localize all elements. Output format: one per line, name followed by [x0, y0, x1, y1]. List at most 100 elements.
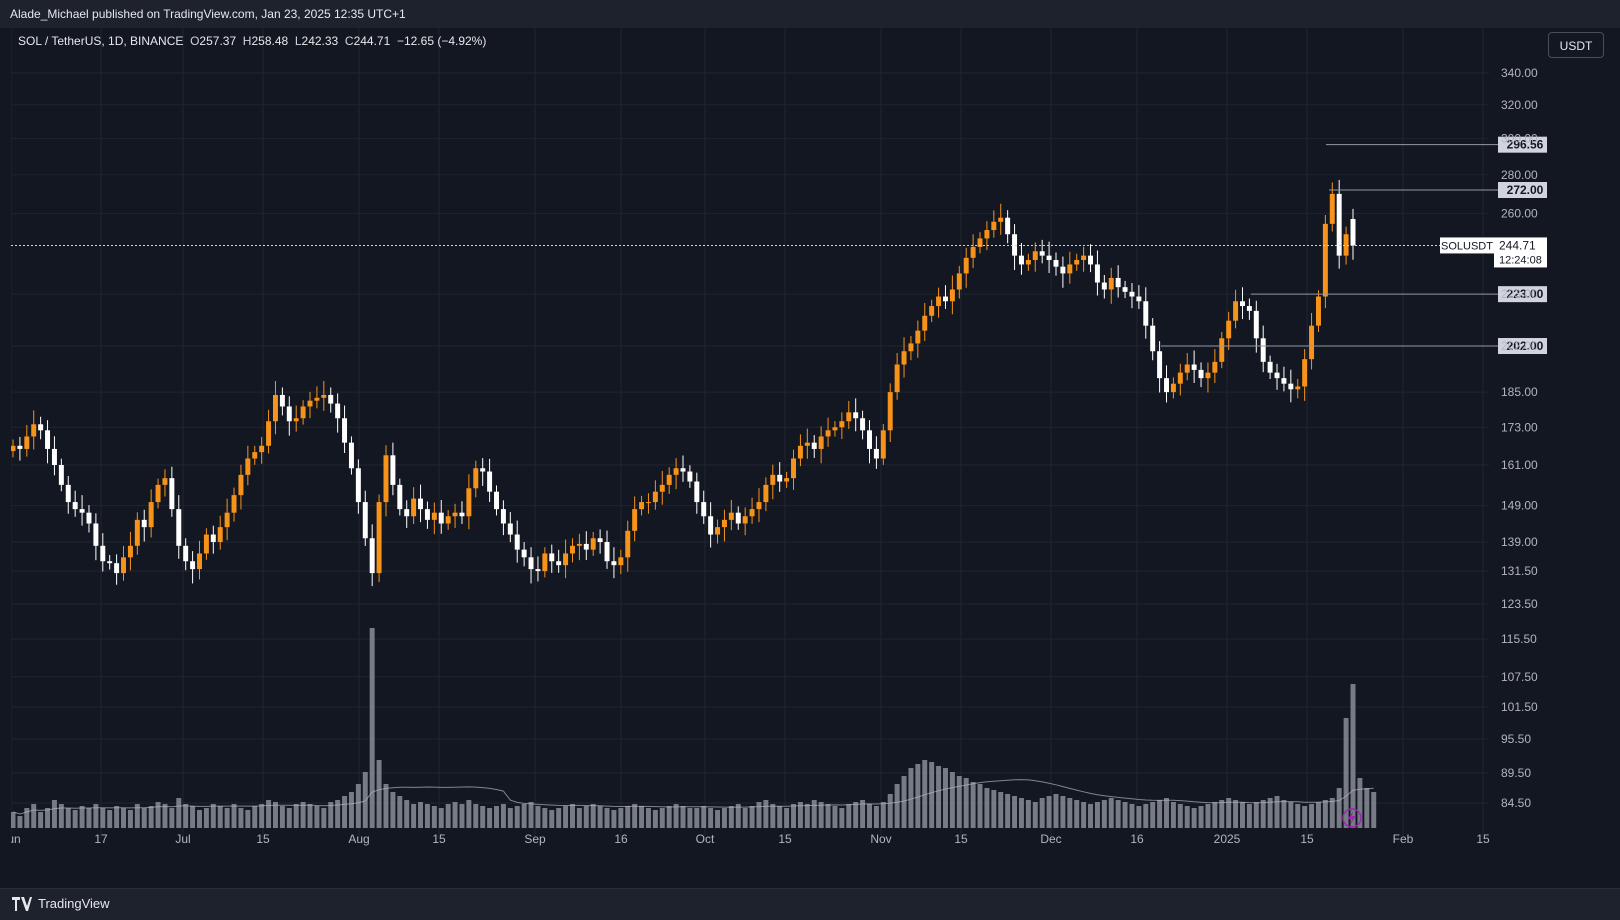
candle-body [521, 549, 527, 558]
volume-bar [86, 808, 92, 828]
volume-bar [929, 762, 935, 828]
candle-body [984, 230, 990, 239]
volume-bar [203, 808, 209, 828]
volume-bar [1025, 800, 1031, 828]
candle-body [452, 512, 458, 517]
close-label: C [344, 34, 354, 48]
price-tick-label: 89.50 [1501, 766, 1531, 780]
open-label: O [190, 34, 200, 48]
time-tick-label: Nov [870, 832, 891, 846]
volume-bar [680, 806, 686, 828]
volume-bar [279, 806, 285, 828]
high-value: 258.48 [251, 34, 289, 48]
candle-body [1309, 325, 1315, 360]
volume-bar [466, 800, 472, 828]
chart-canvas[interactable]: 296.56 272.00 223.00 202.00 SOLUSDT 244.71 12:… [11, 28, 1547, 858]
volume-bar [970, 782, 976, 828]
candle-body [390, 455, 396, 485]
high-label: H [242, 34, 252, 48]
candle-body [45, 430, 51, 449]
candle-body [542, 553, 548, 572]
volume-bar [473, 804, 479, 828]
price-tick-label: 107.50 [1501, 670, 1538, 684]
candle-body [949, 289, 955, 302]
candle-body [742, 516, 748, 524]
volume-bar [266, 800, 272, 828]
tradingview-logo-icon [12, 896, 32, 911]
volume-bar [169, 808, 175, 828]
candle-body [922, 315, 928, 331]
price-tick-label: 161.00 [1501, 458, 1538, 472]
volume-bar [321, 808, 327, 828]
time-tick-label: Jun [11, 832, 21, 846]
candle-body [487, 471, 493, 492]
candle-body [701, 502, 707, 517]
lightning-icon-bolt [1348, 811, 1356, 825]
time-tick-label: Feb [1393, 832, 1414, 846]
candle-body [348, 442, 354, 469]
candle-body [1219, 338, 1225, 362]
volume-bar [390, 792, 396, 828]
volume-bar [369, 628, 375, 828]
volume-bar [1212, 802, 1218, 828]
volume-bar [335, 800, 341, 828]
volume-bar [804, 804, 810, 828]
candle-body [1081, 255, 1087, 261]
candle-body [494, 491, 499, 510]
brand[interactable]: TradingView [12, 896, 110, 911]
currency-button[interactable]: USDT [1548, 32, 1604, 58]
candle-body [1226, 320, 1232, 339]
volume-bar [977, 784, 983, 828]
candle-body [1322, 223, 1328, 297]
volume-bar [1129, 804, 1135, 828]
price-tick-label: 101.50 [1501, 700, 1538, 714]
volume-ma-line [12, 779, 1374, 815]
candle-body [438, 512, 444, 524]
volume-bar [1246, 804, 1252, 828]
candle-body [728, 512, 734, 520]
candle-body [500, 509, 506, 524]
volume-bar [784, 808, 790, 828]
candle-body [183, 545, 189, 562]
candle-body [107, 561, 113, 564]
lightning-icon[interactable] [1342, 808, 1362, 828]
level-label-bg [1498, 136, 1547, 153]
level-label-bg [1498, 338, 1547, 355]
volume-bar [11, 812, 16, 828]
volume-bar [901, 776, 907, 828]
candle-body [756, 502, 762, 510]
volume-bar [687, 808, 693, 828]
candle-body [231, 495, 237, 513]
volume-bar [1060, 796, 1066, 828]
volume-bar [528, 802, 534, 828]
volume-bar [480, 806, 486, 828]
candle-body [645, 502, 651, 504]
candle-body [127, 545, 133, 558]
volume-bar [618, 808, 624, 828]
volume-bar [362, 772, 368, 828]
price-tick-label: 185.00 [1501, 385, 1538, 399]
chart-pane[interactable]: 296.56 272.00 223.00 202.00 SOLUSDT 244.71 12:… [11, 28, 1547, 858]
candle-body [1295, 386, 1301, 390]
volume-bar [141, 808, 147, 828]
time-tick-label: 15 [778, 832, 792, 846]
candle-body [11, 445, 16, 452]
level-label: 296.56 [1507, 138, 1544, 152]
volume-bar [597, 806, 603, 828]
candle-body [963, 257, 969, 274]
volume-bar [1226, 798, 1232, 828]
volume-bar [728, 806, 734, 828]
volume-bar [839, 808, 845, 828]
volume-bar [1364, 788, 1370, 828]
candle-body [293, 418, 299, 422]
time-tick-label: Oct [696, 832, 715, 846]
volume-bar [1281, 800, 1287, 828]
volume-bar [556, 808, 562, 828]
candle-body [894, 364, 900, 393]
volume-bar [942, 768, 948, 828]
candle-body [576, 543, 582, 546]
candle-body [777, 474, 783, 482]
volume-bar [1039, 798, 1045, 828]
candle-body [1129, 291, 1135, 297]
candle-body [860, 418, 866, 431]
